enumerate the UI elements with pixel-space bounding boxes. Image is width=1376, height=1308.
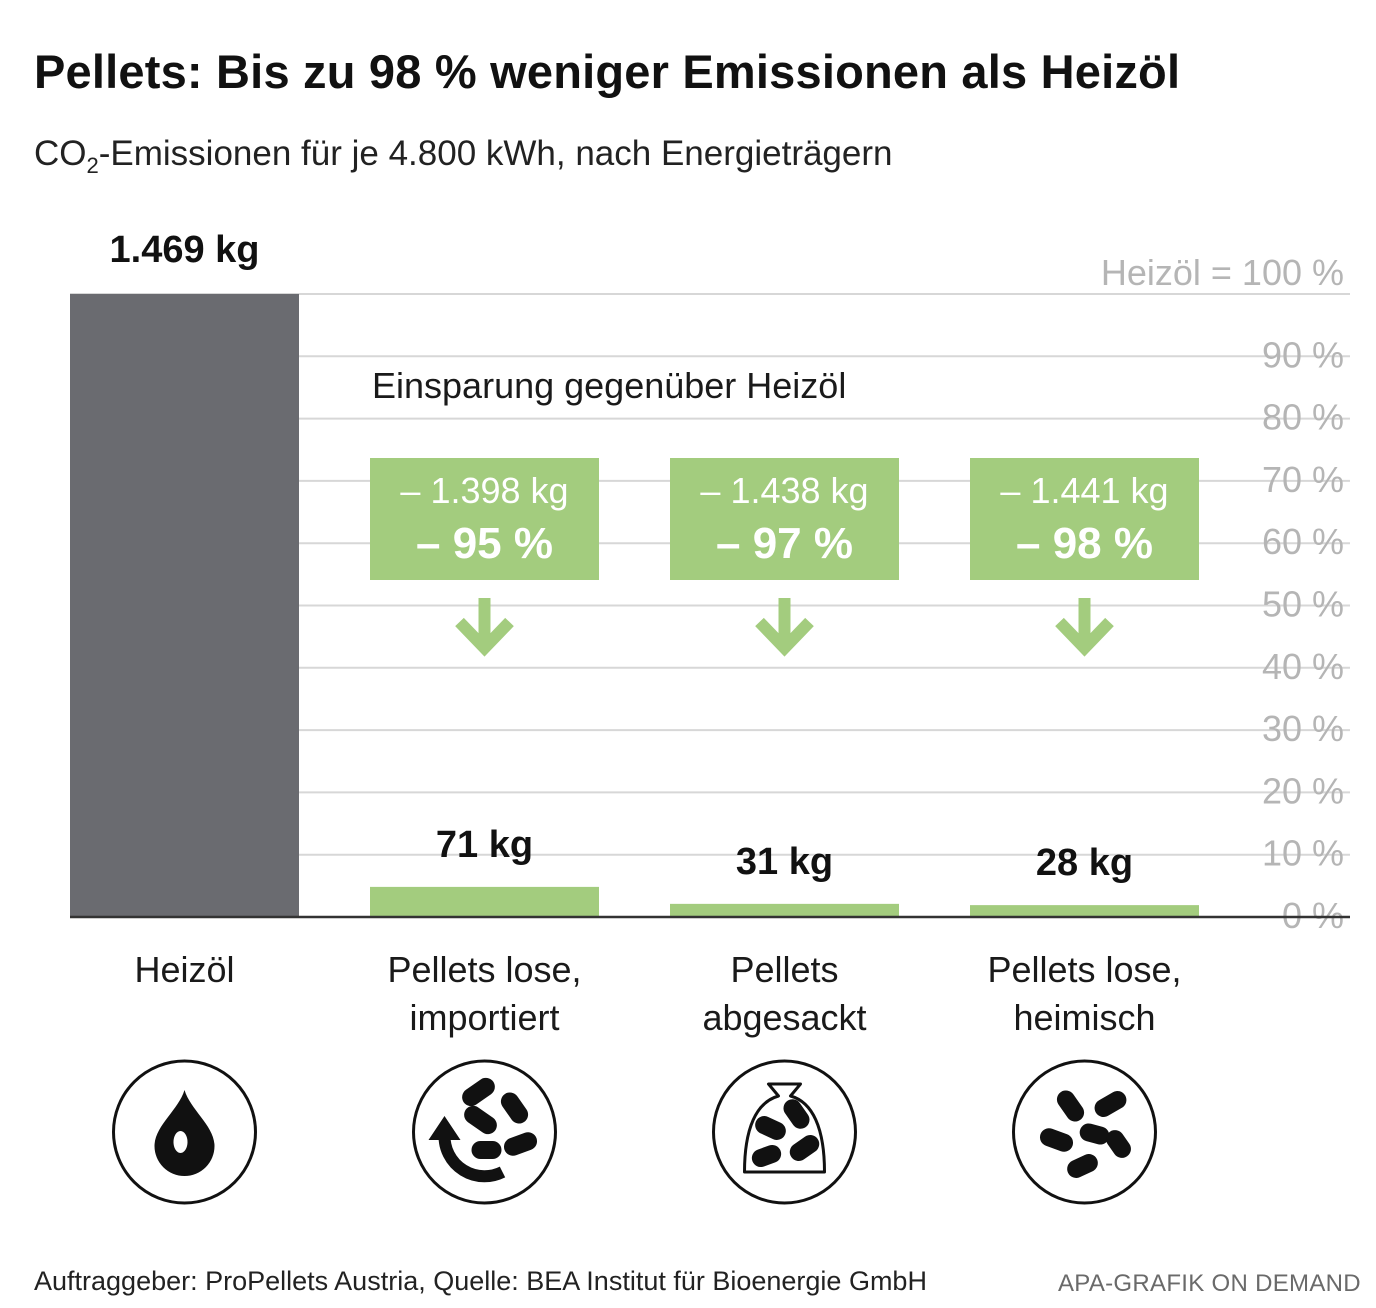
pellet-shape bbox=[1056, 1090, 1085, 1122]
savings-percent: – 98 % bbox=[1016, 519, 1153, 568]
bar-pellets-3 bbox=[970, 905, 1199, 917]
y-tick-label: 0 % bbox=[1282, 895, 1344, 936]
pellet-shape bbox=[1067, 1154, 1098, 1178]
savings-percent: – 95 % bbox=[416, 519, 553, 568]
y-tick-label: 10 % bbox=[1262, 833, 1344, 874]
source-note: Auftraggeber: ProPellets Austria, Quelle… bbox=[34, 1266, 927, 1296]
icon-circle bbox=[1012, 1059, 1157, 1205]
y-tick-label: 20 % bbox=[1262, 770, 1344, 811]
pellet-shape bbox=[1106, 1130, 1131, 1158]
y-tick-label: 60 % bbox=[1262, 521, 1344, 562]
oil-drop-icon bbox=[112, 1059, 257, 1205]
pellet-shape bbox=[503, 1132, 538, 1156]
bar-pellets-1 bbox=[370, 886, 599, 917]
savings-box bbox=[370, 458, 599, 580]
savings-title: Einsparung gegenüber Heizöl bbox=[372, 365, 846, 406]
category-label: Pellets lose, bbox=[987, 949, 1181, 990]
pellet-shape bbox=[1039, 1128, 1074, 1152]
down-arrow-icon bbox=[755, 598, 814, 657]
y-tick-label: 80 % bbox=[1262, 397, 1344, 438]
pellet-shape bbox=[500, 1092, 529, 1124]
y-tick-label: 50 % bbox=[1262, 584, 1344, 625]
loose-pellets-icon bbox=[1012, 1059, 1157, 1205]
savings-box bbox=[670, 458, 899, 580]
savings-box bbox=[970, 458, 1199, 580]
pellet-shape bbox=[464, 1105, 497, 1135]
value-label: 31 kg bbox=[736, 841, 833, 883]
category-label: heimisch bbox=[1013, 997, 1155, 1038]
pellet-shape bbox=[462, 1077, 495, 1107]
y-tick-label: 90 % bbox=[1262, 334, 1344, 375]
category-label: Pellets lose, bbox=[387, 949, 581, 990]
bar-heizoel bbox=[70, 294, 299, 917]
savings-boxes: Einsparung gegenüber Heizöl – 1.398 kg – 9… bbox=[370, 365, 1199, 657]
down-arrow-icon bbox=[455, 598, 514, 657]
chart-subtitle: CO2-Emissionen für je 4.800 kWh, nach En… bbox=[34, 134, 893, 178]
emissions-bar-chart: 0 % 10 % 20 % 30 % 40 % 50 % 60 % 70 % 80 % 90 % H… bbox=[70, 229, 1350, 1205]
pellet-shape bbox=[1079, 1123, 1110, 1145]
icon-circle bbox=[712, 1059, 857, 1205]
circular-arrow-head bbox=[428, 1116, 461, 1140]
savings-kg: – 1.398 kg bbox=[400, 470, 568, 511]
savings-percent: – 97 % bbox=[716, 519, 853, 568]
pellet-shape bbox=[789, 1134, 820, 1162]
savings-kg: – 1.438 kg bbox=[700, 470, 868, 511]
value-label: 71 kg bbox=[436, 824, 533, 866]
y-tick-label: 40 % bbox=[1262, 646, 1344, 687]
circular-arrow bbox=[438, 1135, 506, 1183]
category-label: Heizöl bbox=[134, 949, 234, 990]
down-arrow-icon bbox=[1055, 598, 1114, 657]
value-label: 28 kg bbox=[1036, 842, 1133, 884]
y-tick-label: 30 % bbox=[1262, 708, 1344, 749]
y-tick-label: 70 % bbox=[1262, 459, 1344, 500]
savings-kg: – 1.441 kg bbox=[1000, 470, 1168, 511]
chart-title: Pellets: Bis zu 98 % weniger Emissionen … bbox=[34, 45, 1181, 98]
bars bbox=[70, 294, 1350, 919]
oil-drop-highlight bbox=[173, 1131, 188, 1153]
pellet-shape bbox=[751, 1144, 782, 1168]
pellet-shape bbox=[783, 1099, 810, 1129]
value-label: 1.469 kg bbox=[110, 229, 260, 271]
category-label: Pellets bbox=[730, 949, 838, 990]
bagged-pellets-icon bbox=[712, 1059, 857, 1205]
icon-circle bbox=[412, 1059, 557, 1205]
pellet-shape bbox=[471, 1141, 502, 1159]
labels: 1.469 kg 71 kg 31 kg 28 kg Heizöl Pellets los… bbox=[110, 229, 1182, 1038]
y-tick-label: Heizöl = 100 % bbox=[1101, 252, 1344, 293]
icon-circle bbox=[112, 1059, 257, 1205]
imported-pellets-icon bbox=[412, 1059, 557, 1205]
pellet-shape bbox=[1094, 1091, 1127, 1117]
pellet-shape bbox=[755, 1116, 786, 1140]
bar-pellets-2 bbox=[670, 903, 899, 917]
category-label: importiert bbox=[409, 997, 559, 1038]
credit-note: APA-GRAFIK ON DEMAND bbox=[1058, 1270, 1361, 1297]
category-icons bbox=[112, 1059, 1157, 1205]
category-label: abgesackt bbox=[702, 997, 866, 1038]
